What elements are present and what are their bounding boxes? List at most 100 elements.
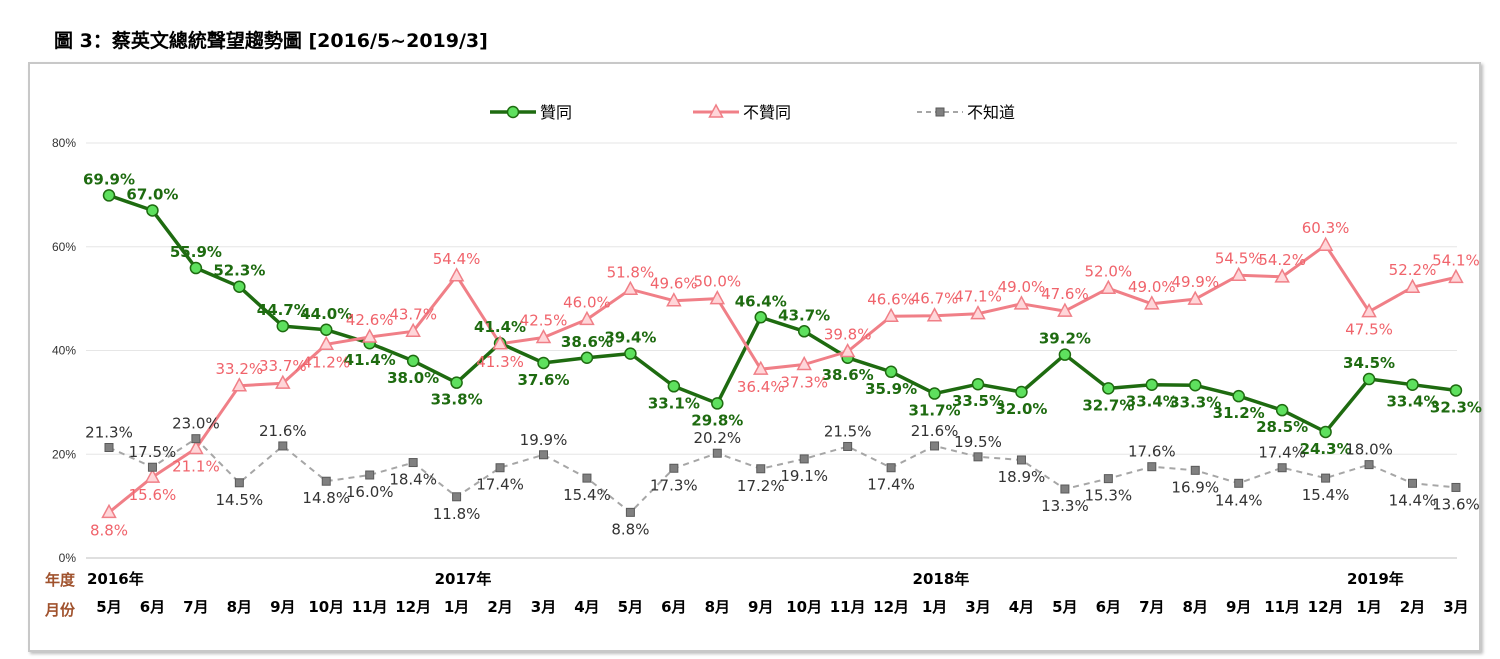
marker-approve (667, 380, 681, 393)
data-label-approve: 69.9% (83, 170, 135, 188)
marker-unknown (843, 441, 853, 451)
grid-layer (86, 142, 1457, 559)
data-label-approve: 39.2% (1039, 330, 1091, 348)
data-label-disapprove: 37.3% (780, 374, 828, 392)
legend: 贊同 不贊同 不知道 (490, 103, 1015, 122)
marker-unknown (799, 454, 809, 464)
x-month-label: 7月 (183, 598, 208, 616)
marker-unknown (1408, 478, 1417, 488)
x-year-label: 2016年 (87, 570, 144, 588)
data-label-approve: 38.6% (561, 333, 613, 351)
data-label-approve: 28.5% (1256, 418, 1308, 436)
marker-approve (1275, 403, 1289, 417)
data-label-disapprove: 51.8% (607, 263, 655, 281)
marker-unknown (495, 463, 505, 473)
data-label-disapprove: 54.2% (1258, 251, 1306, 269)
marker-disapprove (448, 267, 465, 282)
data-label-approve: 41.4% (474, 318, 526, 336)
data-label-unknown: 14.4% (1389, 491, 1437, 509)
legend-marker-disapprove (708, 103, 724, 118)
marker-unknown (1060, 484, 1070, 494)
year-row-header: 年度 (45, 571, 76, 589)
month-row-header: 月份 (44, 601, 76, 619)
x-month-label: 12月 (1308, 598, 1344, 616)
data-label-approve: 43.7% (778, 306, 830, 324)
marker-disapprove (1404, 278, 1421, 293)
x-axis: 2016年 2017年 2018年 2019年 5月 6月 7月 8月 9月 10月 11月 12月 1… (87, 570, 1469, 616)
data-label-disapprove: 21.1% (172, 458, 220, 476)
marker-approve (754, 311, 767, 324)
x-month-label: 5月 (96, 598, 121, 616)
marker-approve (102, 189, 116, 202)
data-label-unknown: 20.2% (693, 429, 741, 447)
marker-unknown (712, 448, 722, 458)
x-month-label: 6月 (140, 598, 165, 616)
y-tick-label: 60% (52, 240, 76, 254)
marker-unknown (1103, 474, 1113, 484)
data-label-disapprove: 49.9% (1171, 273, 1219, 291)
data-label-approve: 41.4% (344, 351, 396, 369)
legend-label-approve: 贊同 (540, 103, 572, 122)
marker-approve (537, 356, 550, 370)
data-label-approve: 37.6% (517, 371, 569, 389)
data-label-disapprove: 41.3% (476, 353, 524, 371)
data-label-unknown: 21.6% (259, 422, 307, 440)
data-label-approve: 33.8% (431, 391, 483, 409)
data-label-disapprove: 33.2% (216, 360, 264, 378)
x-month-label: 1月 (922, 598, 947, 616)
x-month-label: 8月 (705, 598, 730, 616)
marker-disapprove (1187, 290, 1204, 305)
x-month-label: 5月 (618, 598, 643, 616)
data-label-approve: 29.8% (691, 411, 743, 429)
legend-marker-approve (506, 105, 520, 119)
marker-disapprove (318, 335, 335, 351)
marker-unknown (278, 441, 288, 451)
data-label-disapprove: 46.7% (911, 290, 959, 308)
data-label-unknown: 14.8% (302, 489, 350, 507)
marker-disapprove (1100, 279, 1117, 294)
marker-unknown (1190, 465, 1200, 475)
x-month-label: 3月 (531, 598, 556, 616)
marker-approve (1102, 382, 1115, 395)
data-label-approve: 67.0% (126, 185, 178, 203)
x-month-label: 3月 (965, 598, 990, 616)
marker-disapprove (144, 468, 161, 483)
data-label-unknown: 23.0% (172, 415, 220, 433)
data-label-approve: 31.7% (909, 402, 961, 420)
marker-unknown (886, 463, 896, 473)
data-label-unknown: 14.4% (1215, 491, 1263, 509)
data-label-unknown: 19.9% (520, 431, 568, 449)
x-month-label: 4月 (1009, 598, 1034, 616)
marker-disapprove (188, 439, 204, 455)
series-lines (108, 193, 1457, 514)
data-label-approve: 38.0% (387, 369, 439, 387)
data-label-unknown: 17.4% (1258, 444, 1306, 462)
data-label-unknown: 11.8% (433, 505, 481, 523)
data-label-disapprove: 49.0% (1128, 278, 1176, 296)
marker-approve (276, 319, 290, 333)
series-line-disapprove (108, 243, 1457, 514)
marker-unknown (625, 507, 635, 517)
y-axis-ticks: 0% 20% 40% 60% 80% (52, 136, 76, 565)
data-label-unknown: 13.6% (1432, 495, 1480, 513)
x-month-label: 9月 (1226, 598, 1251, 616)
data-label-unknown: 15.4% (563, 486, 611, 504)
data-label-approve: 35.9% (865, 380, 917, 398)
marker-unknown (365, 470, 375, 480)
marker-disapprove (579, 310, 595, 326)
marker-approve (928, 387, 941, 400)
marker-unknown (1451, 482, 1461, 492)
marker-disapprove (883, 307, 899, 323)
data-label-approve: 44.0% (300, 305, 352, 323)
x-month-label: 9月 (748, 598, 773, 616)
marker-unknown (191, 434, 201, 444)
data-label-approve: 33.4% (1126, 393, 1178, 411)
marker-approve (406, 354, 420, 368)
marker-approve (146, 204, 159, 217)
data-label-unknown: 16.9% (1171, 478, 1219, 496)
marker-approve (624, 347, 637, 360)
data-label-approve: 38.6% (822, 366, 874, 384)
marker-approve (797, 325, 811, 338)
marker-unknown (1364, 460, 1374, 470)
data-label-unknown: 13.3% (1041, 497, 1089, 515)
